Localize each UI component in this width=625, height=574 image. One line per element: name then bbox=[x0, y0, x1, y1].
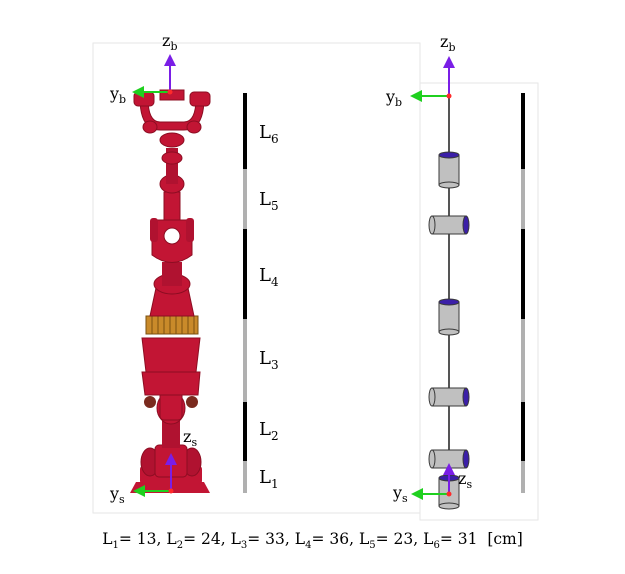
right-top-origin bbox=[446, 93, 452, 99]
left-top-frame-axes: zb yb bbox=[109, 31, 177, 106]
left-bar-L5 bbox=[243, 169, 247, 229]
right-bar-L4 bbox=[521, 229, 525, 319]
left-top-y-label: yb bbox=[109, 84, 126, 106]
left-bar-L1 bbox=[243, 461, 247, 493]
left-bottom-frame-axes: zs ys bbox=[109, 427, 197, 506]
right-top-frame-axes: zb yb bbox=[385, 32, 455, 109]
caption-item-L6: L6= 31 bbox=[423, 530, 478, 552]
right-bar-L5 bbox=[521, 169, 525, 229]
right-bottom-z-label: zs bbox=[458, 469, 472, 491]
caption-item-L1: L1= 13, bbox=[102, 530, 162, 552]
motor-3 bbox=[438, 298, 460, 336]
left-bar-L3 bbox=[243, 319, 247, 402]
right-bar-L3 bbox=[521, 319, 525, 402]
segment-label-L2: L2 bbox=[259, 419, 279, 443]
caption-item-L5: L5= 23, bbox=[358, 530, 419, 552]
robot-leg-model bbox=[130, 89, 211, 493]
right-bar-L1 bbox=[521, 461, 525, 493]
right-bottom-frame-axes: zs ys bbox=[392, 463, 472, 505]
right-top-z-label: zb bbox=[440, 32, 455, 54]
caption-unit: [cm] bbox=[487, 530, 523, 548]
caption-item-L2: L2= 24, bbox=[166, 530, 226, 552]
caption-item-L3: L3= 33, bbox=[230, 530, 290, 552]
simplified-model bbox=[428, 96, 470, 510]
motor-5 bbox=[428, 449, 470, 469]
left-segment-bar bbox=[243, 93, 247, 493]
right-segment-bar bbox=[521, 93, 525, 493]
left-bottom-y-label: ys bbox=[109, 484, 125, 506]
right-bar-L6 bbox=[521, 93, 525, 169]
motor-2 bbox=[428, 215, 470, 235]
left-top-origin bbox=[167, 89, 173, 95]
motor-4 bbox=[428, 387, 470, 407]
motor-1 bbox=[438, 151, 460, 189]
left-top-z-label: zb bbox=[162, 31, 177, 53]
right-panel-frame bbox=[419, 82, 539, 521]
segment-label-L1: L1 bbox=[259, 467, 279, 491]
segment-label-L5: L5 bbox=[259, 189, 279, 213]
segment-lengths-caption: L1= 13, L2= 24, L3= 33, L4= 36, L5= 23, … bbox=[0, 530, 625, 551]
left-bar-L4 bbox=[243, 229, 247, 319]
right-bottom-y-label: ys bbox=[392, 483, 408, 505]
left-bar-L6 bbox=[243, 93, 247, 169]
right-top-y-label: yb bbox=[385, 87, 402, 109]
segment-labels: L6 L5 L4 L3 L2 L1 bbox=[259, 122, 279, 491]
segment-label-L3: L3 bbox=[259, 348, 279, 372]
segment-label-L6: L6 bbox=[259, 122, 279, 146]
left-bottom-z-label: zs bbox=[183, 427, 197, 449]
right-bar-L2 bbox=[521, 402, 525, 461]
segment-label-L4: L4 bbox=[259, 265, 279, 289]
left-bar-L2 bbox=[243, 402, 247, 461]
right-bottom-origin bbox=[446, 491, 452, 497]
left-bottom-origin bbox=[168, 488, 174, 494]
caption-item-L4: L4= 36, bbox=[294, 530, 355, 552]
